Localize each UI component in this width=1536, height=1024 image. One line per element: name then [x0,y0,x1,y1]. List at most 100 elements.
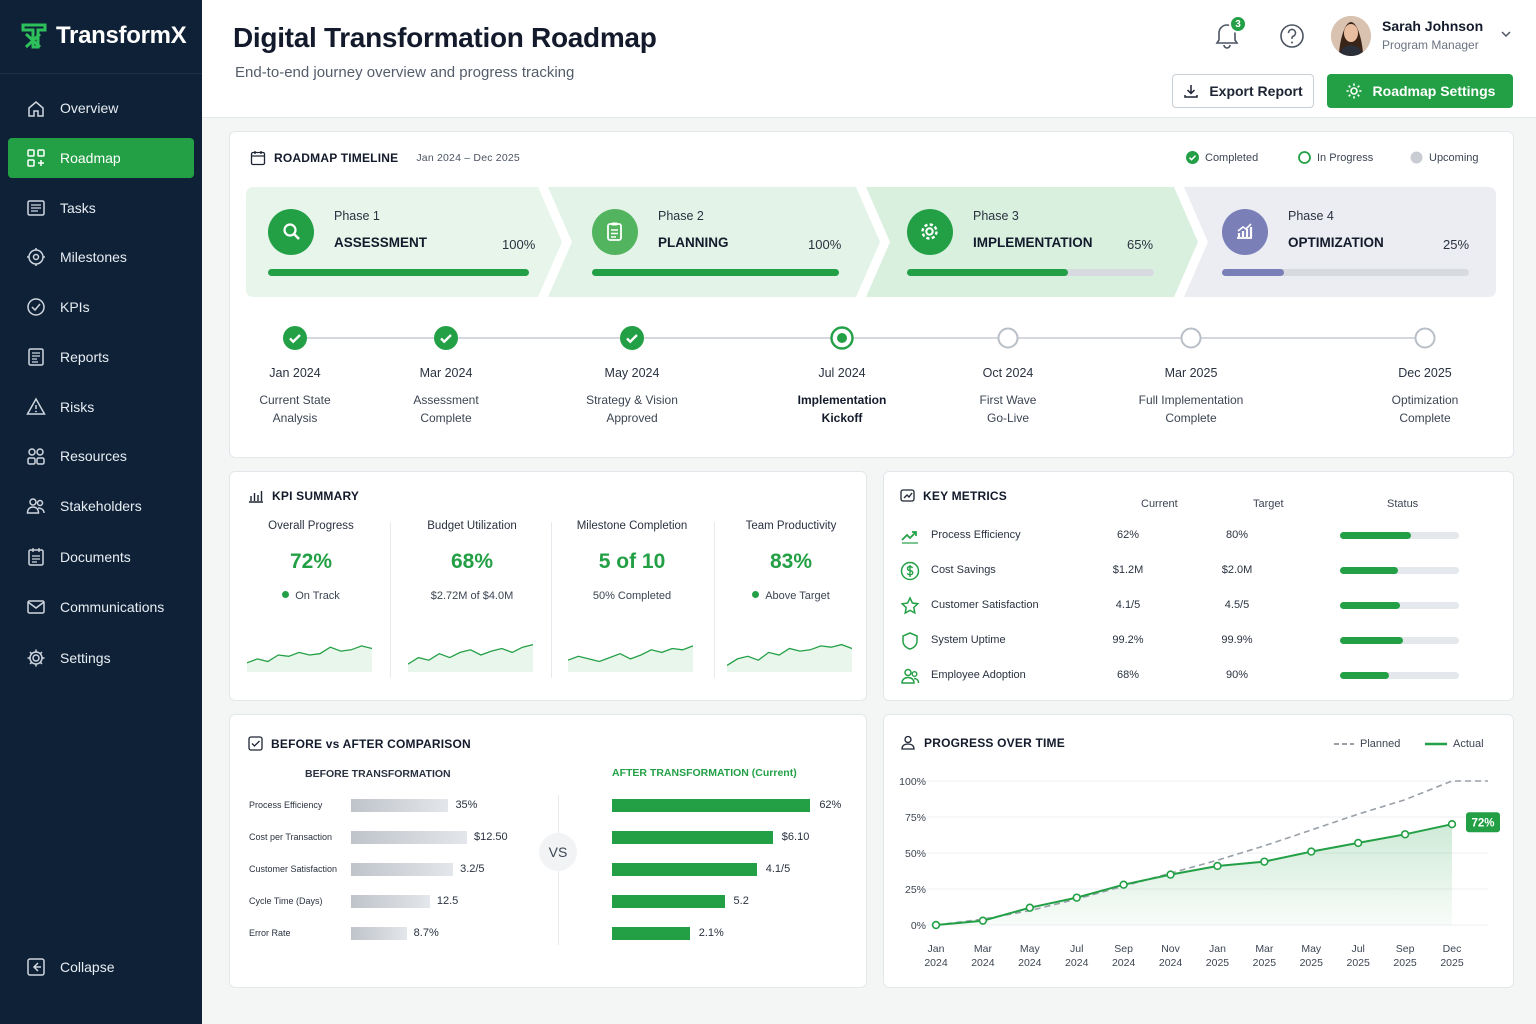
actual-point[interactable] [1447,819,1457,829]
status-dot [752,591,760,598]
tasks-icon [27,200,45,216]
kpi-tile[interactable]: Milestone Completion 5 of 10 50% Completed [552,520,712,602]
sidebar-divider [0,73,202,74]
sidebar-item-settings[interactable]: Settings [8,638,194,678]
sidebar-item-label: Tasks [60,200,96,216]
progress-chart-header: PROGRESS OVER TIME [900,735,1065,750]
sidebar-item-tasks[interactable]: Tasks [8,188,194,228]
trend-up-icon [901,531,918,544]
milestone-marker-1[interactable] [283,326,307,350]
before-bar [351,799,449,812]
roadmap-settings-button[interactable]: Roadmap Settings [1327,74,1513,108]
star-icon [900,596,920,615]
phase-3-percent: 65% [1127,237,1154,252]
users-icon [901,668,920,684]
sidebar-item-resources[interactable]: Resources [8,436,194,476]
milestone-label-line2: Analysis [272,411,318,425]
actual-point[interactable] [1400,830,1410,839]
kpi-tile[interactable]: Budget Utilization 68% $2.72M of $4.0M [392,520,552,602]
user-name: Sarah Johnson [1382,18,1484,34]
help-icon[interactable] [1279,23,1305,49]
actual-point[interactable] [1213,861,1222,871]
sidebar-item-reports[interactable]: Reports [8,337,194,377]
kpi-subtext: $2.72M of $4.0M [392,590,552,602]
actual-point[interactable] [978,916,988,925]
metric-target: 90% [1225,669,1249,681]
sidebar-item-risks[interactable]: Risks [8,387,194,427]
actual-point[interactable] [1353,838,1363,848]
x-tick-label: Dec [1443,943,1462,955]
collapse-button[interactable]: Collapse [8,947,194,987]
col-target: Target [1253,498,1284,510]
phase-1-progress-fill [268,269,529,276]
actual-point[interactable] [1072,893,1081,902]
actual-point[interactable] [1260,857,1269,866]
after-bar [612,863,757,876]
legend-planned: Planned [1334,738,1400,750]
collapse-label: Collapse [60,959,115,975]
sidebar-item-kpis[interactable]: KPIs [8,287,194,327]
phase-4-name: OPTIMIZATION [1288,235,1384,250]
milestone-label-line2: Approved [606,411,658,425]
phase-2-progress-fill [592,269,839,276]
before-bar [351,927,407,940]
chevron-down-icon[interactable] [1500,28,1512,40]
legend-actual: Actual [1425,738,1484,750]
app-logo[interactable]: TransformX [20,22,187,50]
sidebar-item-roadmap[interactable]: Roadmap [8,138,194,178]
before-value: 12.5 [436,895,459,907]
actual-point[interactable] [931,920,941,930]
phase-2-progress-bar [592,269,839,276]
milestone-marker-3[interactable] [620,326,644,350]
x-tick-label: 2024 [971,957,995,969]
comparison-label: Cycle Time (Days) [249,896,323,906]
metric-row[interactable]: Cost Savings $1.2M $2.0M [900,561,1480,581]
actual-point[interactable] [1025,903,1035,912]
milestone-marker-4[interactable] [830,326,854,350]
milestone-label: First Wave Go-Live [928,391,1088,427]
after-bar [612,927,690,940]
x-tick-label: Sep [1114,943,1133,955]
check-circle-icon [620,326,644,350]
actual-point[interactable] [1307,847,1316,856]
kpi-tile[interactable]: Overall Progress 72% On Track [231,520,391,602]
gear-icon [921,223,938,240]
sidebar-item-documents[interactable]: Documents [8,537,194,577]
export-report-button[interactable]: Export Report [1172,74,1314,108]
kpi-tile[interactable]: Team Productivity 83% Above Target [711,520,871,602]
milestone-track [290,337,1430,339]
milestone-marker-6[interactable] [1179,326,1203,350]
check-circle-icon [434,326,458,350]
milestone-date: May 2024 [604,366,660,380]
legend-upcoming: Upcoming [1410,151,1479,164]
before-bar [351,895,430,908]
x-tick-label: May [1020,943,1041,955]
gear-icon [1346,83,1362,99]
actual-point[interactable] [1166,870,1175,879]
key-metrics-header: KEY METRICS [900,488,1007,503]
sidebar-item-communications[interactable]: Communications [8,587,194,627]
metric-row[interactable]: Process Efficiency 62% 80% [900,526,1480,546]
milestone-marker-2[interactable] [434,326,458,350]
phase-4-number: Phase 4 [1288,209,1334,223]
sidebar-item-stakeholders[interactable]: Stakeholders [8,486,194,526]
metric-row[interactable]: System Uptime 99.2% 99.9% [900,631,1480,651]
before-bar [351,863,454,876]
milestone-marker-7[interactable] [1413,326,1437,350]
phase-3-progress-fill [907,269,1068,276]
after-bar [612,895,725,908]
metric-row[interactable]: Customer Satisfaction 4.1/5 4.5/5 [900,596,1480,616]
sidebar-item-milestones[interactable]: Milestones [8,237,194,277]
actual-point[interactable] [1119,880,1128,889]
sidebar-item-overview[interactable]: Overview [8,88,194,128]
metric-row[interactable]: Employee Adoption 68% 90% [900,666,1480,686]
stakeholders-icon [26,498,45,514]
bar-chart-icon [249,491,263,503]
metric-current: 68% [1116,669,1140,681]
kpi-label: Budget Utilization [427,520,517,532]
avatar[interactable] [1331,16,1371,56]
dollar-icon [900,561,920,581]
milestone-marker-5[interactable] [996,326,1020,350]
phase-3-number: Phase 3 [973,209,1019,223]
metric-target: 99.9% [1221,634,1253,646]
